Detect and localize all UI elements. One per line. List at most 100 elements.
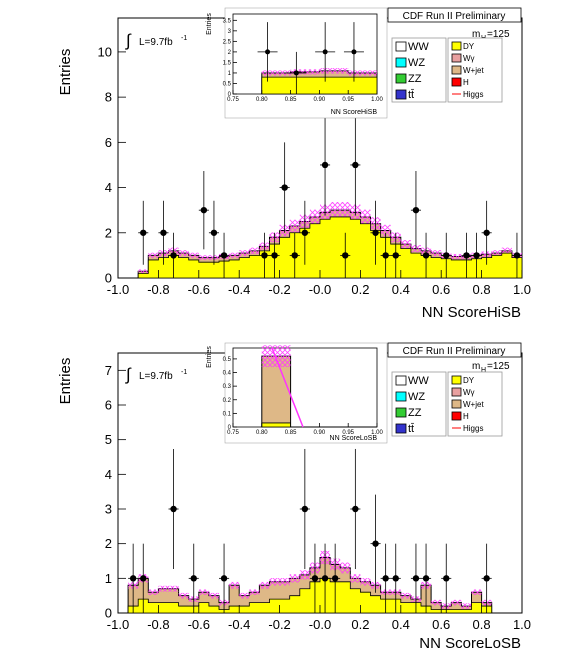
y-tick-label: 8 <box>105 90 112 105</box>
legend-swatch-zz <box>395 73 407 84</box>
y-tick-label: 1 <box>105 571 112 586</box>
legend-swatch-wjet <box>451 399 462 409</box>
data-point <box>322 49 328 55</box>
uncertainty-band-bin <box>269 578 280 586</box>
data-points <box>128 448 492 613</box>
uncertainty-band-bin <box>148 589 159 595</box>
uncertainty-band-bin <box>340 202 351 219</box>
integral-symbol: ∫ <box>125 31 132 50</box>
inset-y-label: Entries <box>206 346 213 368</box>
lumi-exponent: -1 <box>181 35 187 42</box>
x-tick-label: -1.0 <box>107 282 129 297</box>
uncertainty-band-bin <box>348 70 377 76</box>
uncertainty-band-bin <box>148 252 159 259</box>
uncertainty-band-bin <box>431 250 442 257</box>
uncertainty-band-bin <box>208 592 219 599</box>
y-tick-label: 3.5 <box>223 18 232 24</box>
uncertainty-band-bin <box>138 269 149 274</box>
data-point <box>372 540 379 547</box>
legend-label-higgs: Higgs <box>463 424 483 433</box>
x-tick-label: 0.8 <box>473 282 491 297</box>
histogram-dy <box>137 216 523 279</box>
uncertainty-band-bin <box>380 224 391 237</box>
uncertainty-band-bin <box>360 578 371 586</box>
x-tick-label: -0.2 <box>268 282 290 297</box>
uncertainty-band-bin <box>330 202 341 219</box>
legend: WW WZ ZZ tt̄ DY Wγ W+jet H Higgs <box>391 371 503 437</box>
y-tick-label: 1.5 <box>223 61 232 67</box>
data-point <box>473 252 480 259</box>
legend-label-h: H <box>463 78 469 87</box>
uncertainty-band-bin <box>360 209 371 225</box>
lumi-label: ∫ L=9.7fb -1 <box>125 365 187 384</box>
x-tick-label: 0.90 <box>314 430 326 436</box>
legend-swatch-ww <box>395 41 407 52</box>
x-tick-label: -1.0 <box>107 617 129 632</box>
histogram-dy <box>127 577 493 614</box>
y-tick-label: 2 <box>228 50 232 56</box>
y-tick-label: 0 <box>228 425 232 431</box>
y-tick-label: 0.2 <box>223 398 232 404</box>
x-tick-label: 1.0 <box>513 282 531 297</box>
data-point <box>443 252 450 259</box>
legend-swatch-zz <box>395 407 407 418</box>
uncertainty-band-bin <box>188 252 199 259</box>
y-tick-label: 6 <box>105 135 112 150</box>
inset: 0 0.1 0.2 0.3 0.4 0.5 0.75 0.80 0.85 0.90 0.95 1.00… <box>206 342 388 444</box>
mass-symbol: m <box>472 29 480 40</box>
data-point <box>422 575 430 582</box>
inset-x-label: NN ScoreLoSB <box>330 435 378 442</box>
inset-data-points <box>257 22 364 94</box>
data-point <box>321 575 329 582</box>
legend-label-ww: WW <box>408 375 429 387</box>
x-tick-label: -0.4 <box>228 282 250 297</box>
y-tick-label: 7 <box>105 363 112 378</box>
legend-label-tt: tt̄ <box>408 423 414 435</box>
data-point <box>412 206 420 214</box>
lumi-label: ∫ L=9.7fb -1 <box>125 31 187 50</box>
data-point <box>463 252 470 259</box>
inset-background <box>224 7 388 119</box>
data-point <box>382 575 389 582</box>
data-point <box>483 229 490 236</box>
data-point <box>129 575 137 582</box>
title-box <box>387 342 522 358</box>
legend-label-wz: WZ <box>408 57 425 69</box>
uncertainty-band-bin <box>451 599 462 606</box>
data-point <box>321 161 329 169</box>
inset-axes: 0 0.5 1 1.5 2 2.5 3 3.5 0.75 0.80 0.85 0.90 0.95 1.00 <box>223 18 384 103</box>
data-point <box>351 49 357 55</box>
higgs-line <box>271 347 304 428</box>
uncertainty-band-bin <box>400 592 411 599</box>
legend-swatch-dy <box>451 41 462 51</box>
x-tick-label: -0.0 <box>309 617 331 632</box>
data-point <box>382 252 389 259</box>
uncertainty-band-bin <box>350 574 361 583</box>
uncertainty-band-bin <box>289 574 300 583</box>
legend-swatch-wgamma <box>451 387 462 397</box>
y-tick-label: 3 <box>228 29 232 35</box>
data-point <box>281 184 288 191</box>
axes: 0 1 2 3 4 5 6 7 -1.0 -0.8 -0.6 -0.4 -0.2 -0.0 0.2 0.4 0.… <box>105 363 531 632</box>
y-tick-label: 0.1 <box>223 411 232 417</box>
x-tick-label: 0.80 <box>256 97 268 103</box>
x-tick-label: -0.6 <box>188 617 210 632</box>
uncertainty-band-bin <box>168 585 179 592</box>
uncertainty-band-bin <box>261 70 291 76</box>
legend: WW WZ ZZ tt̄ DY Wγ W+jet H Higgs <box>391 37 503 103</box>
x-tick-label: 0.2 <box>351 282 369 297</box>
uncertainty-band-bin <box>451 253 462 260</box>
inset-plot-area <box>261 68 378 95</box>
legend-label-ww: WW <box>408 41 429 53</box>
legend-swatch-h <box>451 77 462 87</box>
x-tick-label: -0.4 <box>228 617 250 632</box>
uncertainty-band-bin <box>249 589 260 595</box>
y-tick-label: 0.3 <box>223 384 232 390</box>
legend-swatch-ww <box>395 375 407 386</box>
data-point <box>200 206 208 214</box>
x-tick-label: 0.4 <box>392 282 410 297</box>
data-point <box>412 575 420 582</box>
y-tick-label: 0.5 <box>223 357 232 363</box>
legend-swatch-wz <box>395 391 407 402</box>
